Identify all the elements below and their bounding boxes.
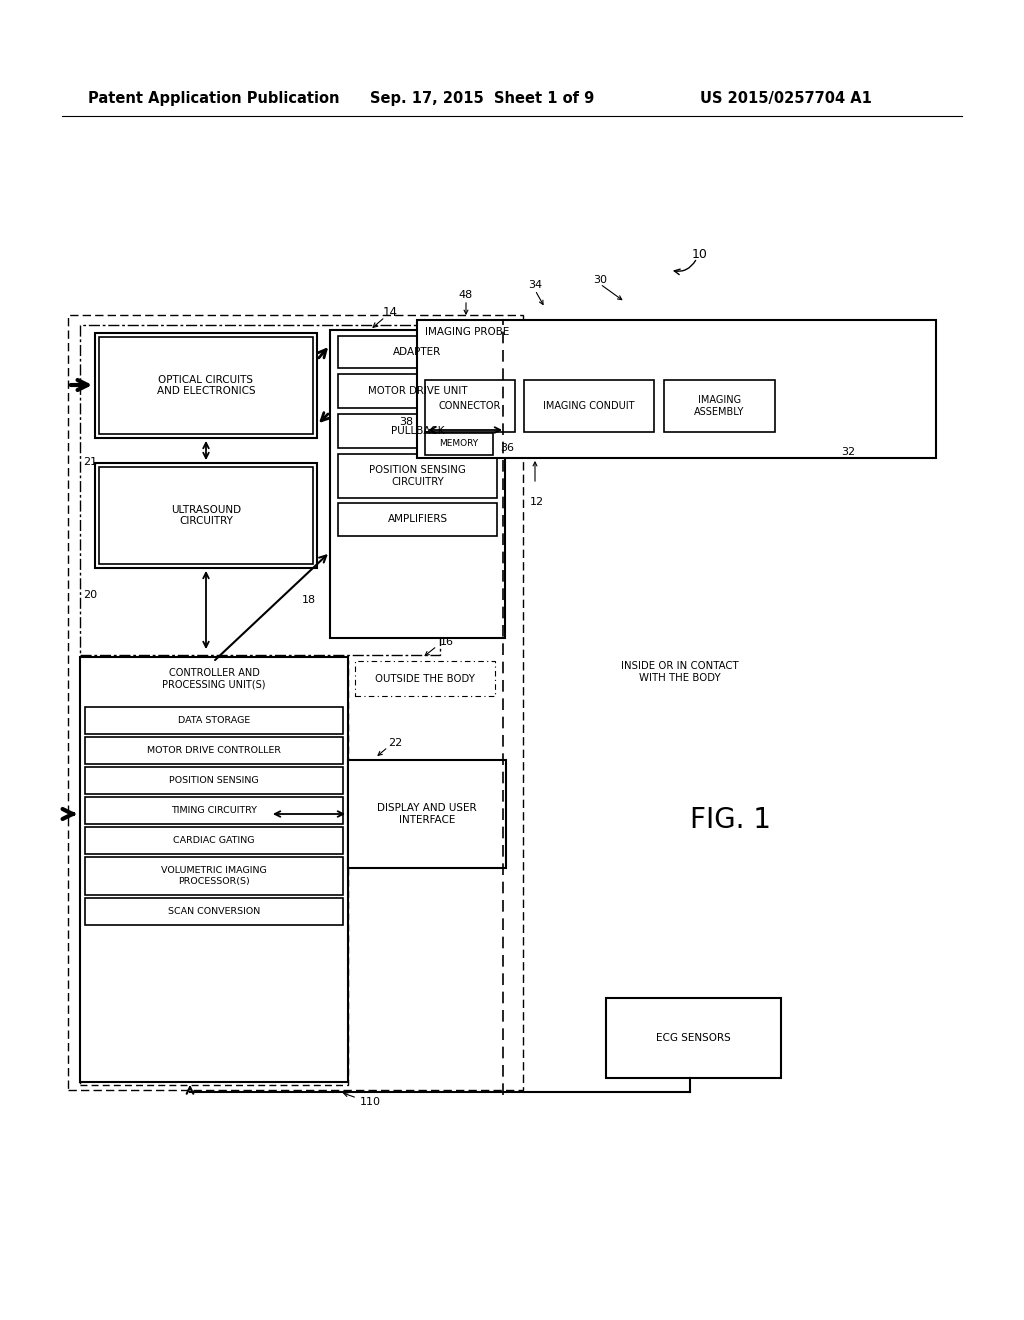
Text: SCAN CONVERSION: SCAN CONVERSION xyxy=(168,907,260,916)
Bar xyxy=(338,414,497,447)
Text: 38: 38 xyxy=(399,417,413,426)
Bar xyxy=(330,330,505,638)
Bar xyxy=(606,998,781,1078)
Text: 34: 34 xyxy=(528,280,542,290)
Text: MOTOR DRIVE UNIT: MOTOR DRIVE UNIT xyxy=(368,385,467,396)
Text: 110: 110 xyxy=(359,1097,381,1107)
Text: POSITION SENSING: POSITION SENSING xyxy=(169,776,259,785)
Text: 20: 20 xyxy=(83,590,97,601)
Text: ECG SENSORS: ECG SENSORS xyxy=(656,1034,731,1043)
Bar xyxy=(85,797,343,824)
Text: 10: 10 xyxy=(692,248,708,261)
Bar xyxy=(85,857,343,895)
Text: POSITION SENSING
CIRCUITRY: POSITION SENSING CIRCUITRY xyxy=(369,465,466,487)
Bar xyxy=(338,454,497,498)
Text: DATA STORAGE: DATA STORAGE xyxy=(178,715,250,725)
Bar xyxy=(338,337,497,368)
Bar xyxy=(95,333,317,438)
Text: ADAPTER: ADAPTER xyxy=(393,347,441,356)
Bar xyxy=(355,661,495,696)
Text: PULLBACK: PULLBACK xyxy=(391,426,444,436)
Text: 14: 14 xyxy=(383,306,397,319)
Text: OUTSIDE THE BODY: OUTSIDE THE BODY xyxy=(375,673,475,684)
Bar xyxy=(99,467,313,564)
Bar xyxy=(80,325,440,655)
Bar xyxy=(85,708,343,734)
Bar xyxy=(85,737,343,764)
Bar xyxy=(85,828,343,854)
Text: Sep. 17, 2015  Sheet 1 of 9: Sep. 17, 2015 Sheet 1 of 9 xyxy=(370,91,594,106)
Text: MOTOR DRIVE CONTROLLER: MOTOR DRIVE CONTROLLER xyxy=(147,746,281,755)
Text: US 2015/0257704 A1: US 2015/0257704 A1 xyxy=(700,91,871,106)
Text: 18: 18 xyxy=(302,595,316,605)
Text: MEMORY: MEMORY xyxy=(439,440,478,449)
Text: ULTRASOUND
CIRCUITRY: ULTRASOUND CIRCUITRY xyxy=(171,504,241,527)
Bar xyxy=(95,463,317,568)
Text: DISPLAY AND USER
INTERFACE: DISPLAY AND USER INTERFACE xyxy=(377,803,477,825)
Bar xyxy=(80,657,348,1082)
Bar xyxy=(425,380,515,432)
Text: 30: 30 xyxy=(593,275,607,285)
Text: IMAGING PROBE: IMAGING PROBE xyxy=(425,327,509,337)
Text: CARDIAC GATING: CARDIAC GATING xyxy=(173,836,255,845)
Bar xyxy=(417,319,936,458)
Text: 48: 48 xyxy=(459,290,473,300)
Text: IMAGING
ASSEMBLY: IMAGING ASSEMBLY xyxy=(694,395,744,417)
Bar xyxy=(348,760,506,869)
Bar xyxy=(524,380,654,432)
Text: IMAGING CONDUIT: IMAGING CONDUIT xyxy=(544,401,635,411)
Text: Patent Application Publication: Patent Application Publication xyxy=(88,91,340,106)
Text: INSIDE OR IN CONTACT
WITH THE BODY: INSIDE OR IN CONTACT WITH THE BODY xyxy=(622,661,738,682)
Text: CONTROLLER AND
PROCESSING UNIT(S): CONTROLLER AND PROCESSING UNIT(S) xyxy=(162,668,266,690)
Text: 36: 36 xyxy=(500,444,514,453)
Bar xyxy=(99,337,313,434)
Bar xyxy=(80,660,348,1085)
Bar xyxy=(338,503,497,536)
Text: VOLUMETRIC IMAGING
PROCESSOR(S): VOLUMETRIC IMAGING PROCESSOR(S) xyxy=(161,866,267,886)
Text: 32: 32 xyxy=(841,447,855,457)
Text: FIG. 1: FIG. 1 xyxy=(689,807,770,834)
Text: 22: 22 xyxy=(388,738,402,748)
Text: TIMING CIRCUITRY: TIMING CIRCUITRY xyxy=(171,807,257,814)
Bar xyxy=(425,433,493,455)
Bar xyxy=(85,898,343,925)
Bar xyxy=(68,315,523,1090)
Text: CONNECTOR: CONNECTOR xyxy=(439,401,501,411)
Text: 12: 12 xyxy=(530,498,544,507)
Bar xyxy=(664,380,775,432)
Text: OPTICAL CIRCUITS
AND ELECTRONICS: OPTICAL CIRCUITS AND ELECTRONICS xyxy=(157,375,255,396)
Bar xyxy=(338,374,497,408)
Text: 16: 16 xyxy=(440,638,454,647)
Text: 21: 21 xyxy=(83,457,97,467)
Bar xyxy=(85,767,343,795)
Text: AMPLIFIERS: AMPLIFIERS xyxy=(387,515,447,524)
